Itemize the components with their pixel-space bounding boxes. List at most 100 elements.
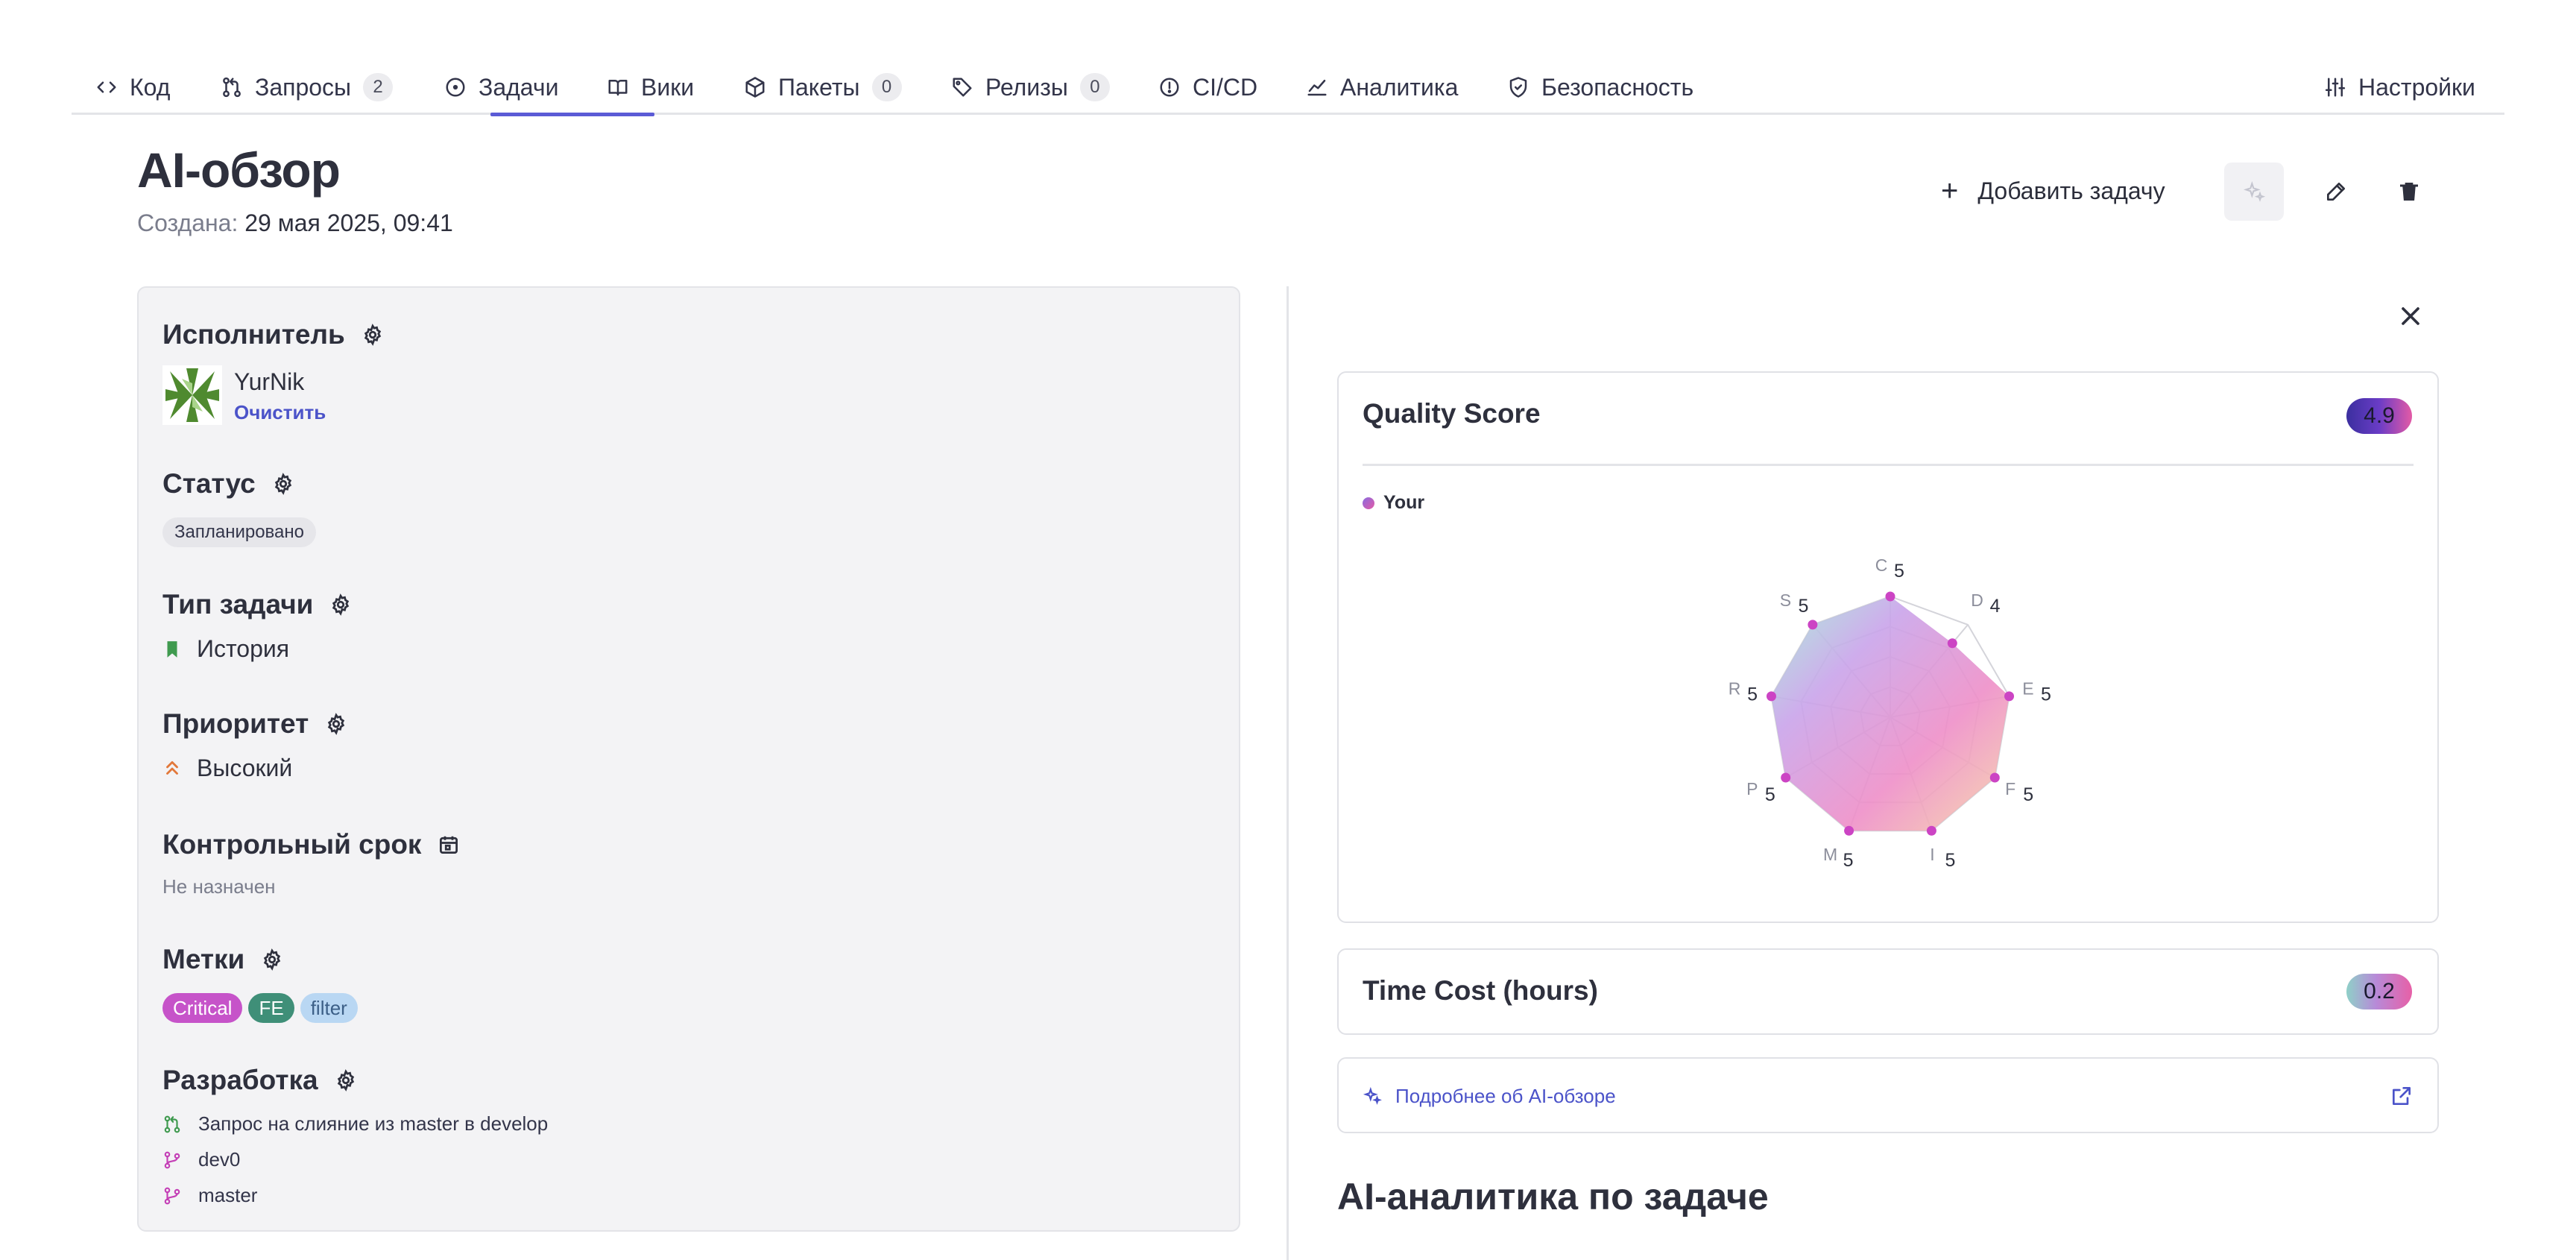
close-icon[interactable] xyxy=(2396,301,2425,331)
radar-axis-label: S xyxy=(1780,590,1791,610)
tab-ci-cd[interactable]: CI/CD xyxy=(1158,60,1257,115)
gear-icon[interactable] xyxy=(362,324,384,346)
gear-icon[interactable] xyxy=(335,1069,357,1092)
package-icon xyxy=(745,77,765,98)
label-tag[interactable]: Critical xyxy=(162,993,243,1023)
tab-settings[interactable]: Настройки xyxy=(2324,60,2475,115)
add-task-button[interactable]: + Добавить задачу xyxy=(1941,170,2165,212)
deadline-value: Не назначен xyxy=(162,875,276,898)
tab-code[interactable]: Код xyxy=(95,60,170,115)
priority-title: Приоритет xyxy=(162,708,309,739)
radar-point xyxy=(1844,825,1854,836)
priority-label: Высокий xyxy=(197,755,293,781)
time-cost-title: Time Cost (hours) xyxy=(1363,975,1598,1006)
project-tabs: Код Запросы 2 Задачи Вики Пакеты 0 Релиз… xyxy=(72,60,2504,116)
branch-icon xyxy=(164,1187,180,1204)
bookmark-icon xyxy=(167,640,177,658)
edit-button[interactable] xyxy=(2306,163,2366,221)
created-label: Создана: xyxy=(137,210,239,236)
calendar-icon[interactable] xyxy=(438,834,460,856)
dev-merge-request[interactable]: Запрос на слияние из master в develop xyxy=(162,1112,548,1135)
label-tag[interactable]: filter xyxy=(300,993,358,1023)
legend-label: Your xyxy=(1383,492,1425,513)
tab-label: Задачи xyxy=(479,73,559,101)
labels-title: Метки xyxy=(162,944,245,974)
merge-request-icon xyxy=(223,77,241,98)
page-title: AI-обзор xyxy=(137,142,341,198)
sliders-icon xyxy=(2325,78,2346,97)
delete-button[interactable] xyxy=(2379,163,2439,221)
clear-assignee-link[interactable]: Очистить xyxy=(234,401,326,423)
ai-review-button[interactable] xyxy=(2224,163,2284,221)
external-link-icon[interactable] xyxy=(2390,1084,2414,1108)
tab-label: Код xyxy=(130,73,171,101)
radar-axis-label: D xyxy=(1971,590,1983,610)
tab-merge-requests[interactable]: Запросы 2 xyxy=(221,60,394,115)
radar-axis-label: P xyxy=(1746,779,1758,798)
assignee-section-title: Исполнитель xyxy=(162,319,384,350)
gear-icon[interactable] xyxy=(329,593,352,616)
more-link-label: Подробнее об AI-обзоре xyxy=(1395,1084,1616,1107)
tab-wiki[interactable]: Вики xyxy=(607,60,694,115)
merge-request-icon xyxy=(164,1115,180,1133)
tab-releases[interactable]: Релизы 0 xyxy=(951,60,1110,115)
dev-branch[interactable]: dev0 xyxy=(162,1148,240,1171)
created-value: 29 мая 2025, 09:41 xyxy=(244,210,453,236)
branch-label: master xyxy=(198,1184,258,1206)
tab-security[interactable]: Безопасность xyxy=(1507,60,1693,115)
issue-details-panel: Исполнитель YurNik Очистить Статус Запла… xyxy=(137,286,1240,1232)
merge-request-label: Запрос на слияние из master в develop xyxy=(198,1112,549,1135)
branch-label: dev0 xyxy=(198,1148,241,1171)
tag-icon xyxy=(953,78,972,97)
time-cost-badge: 0.2 xyxy=(2346,974,2412,1009)
radar-axis-label: R xyxy=(1729,678,1741,698)
radar-axis-label: I xyxy=(1930,845,1934,864)
code-icon xyxy=(97,81,116,93)
tab-count: 0 xyxy=(1079,73,1110,101)
radar-value-label: 5 xyxy=(2023,784,2033,805)
radar-axis-label: E xyxy=(2022,678,2033,698)
pencil-icon xyxy=(2327,183,2345,201)
tab-issues[interactable]: Задачи xyxy=(444,60,558,115)
tab-packages[interactable]: Пакеты 0 xyxy=(744,60,902,115)
book-icon xyxy=(608,80,628,96)
quality-radar-chart: C 5D 4E 5F 5I 5M 5P 5R 5S 5 xyxy=(1729,555,2051,871)
sparkles-icon xyxy=(2243,180,2266,202)
tab-count: 2 xyxy=(363,73,394,101)
development-section-title: Разработка xyxy=(162,1065,357,1096)
more-about-ai-review-link[interactable]: Подробнее об AI-обзоре xyxy=(1363,1059,1616,1133)
active-tab-indicator xyxy=(490,113,654,116)
gear-icon[interactable] xyxy=(261,948,283,971)
type-section-title: Тип задачи xyxy=(162,589,352,620)
tab-count: 0 xyxy=(871,73,902,101)
tab-label: CI/CD xyxy=(1193,73,1258,101)
labels-section-title: Метки xyxy=(162,944,283,975)
deadline-title: Контрольный срок xyxy=(162,829,422,860)
radar-value-label: 5 xyxy=(1747,684,1758,705)
gear-icon[interactable] xyxy=(325,713,347,735)
quality-score-title: Quality Score xyxy=(1363,398,1541,429)
assignee-title: Исполнитель xyxy=(162,319,345,350)
type-value: История xyxy=(162,635,289,663)
dev-branch[interactable]: master xyxy=(162,1184,257,1207)
shield-icon xyxy=(1509,77,1527,98)
radar-value-label: 5 xyxy=(1843,850,1854,871)
deadline-section-title: Контрольный срок xyxy=(162,829,460,860)
gear-icon[interactable] xyxy=(272,473,294,495)
radar-value-label: 4 xyxy=(1990,596,2001,617)
legend-dot xyxy=(1363,497,1374,509)
label-tag[interactable]: FE xyxy=(248,993,294,1023)
card-divider xyxy=(1363,464,2414,466)
tab-analytics[interactable]: Аналитика xyxy=(1306,60,1458,115)
radar-value-label: 5 xyxy=(2041,684,2051,705)
radar-value-label: 5 xyxy=(1894,561,1904,582)
radar-value-label: 5 xyxy=(1945,850,1955,871)
status-badge: Запланировано xyxy=(162,517,316,547)
priority-section-title: Приоритет xyxy=(162,708,347,740)
type-label: История xyxy=(197,635,290,662)
assignee-name[interactable]: YurNik xyxy=(234,368,305,395)
trash-icon xyxy=(2400,183,2418,201)
sparkles-icon xyxy=(1363,1086,1382,1105)
radar-point xyxy=(1808,620,1818,630)
ai-analytics-heading: AI-аналитика по задаче xyxy=(1337,1176,1769,1218)
